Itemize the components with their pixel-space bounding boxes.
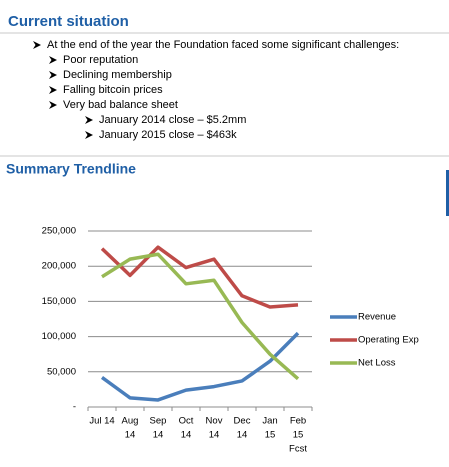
legend-label: Revenue: [358, 312, 396, 323]
bullet-text: At the end of the year the Foundation fa…: [47, 39, 399, 51]
x-tick-label: 14: [181, 430, 192, 441]
x-tick-label: 15: [265, 430, 276, 441]
bullet-text: January 2014 close – $5.2mm: [99, 114, 246, 126]
x-tick-label: 14: [153, 430, 164, 441]
x-tick-label: Jan: [262, 416, 277, 427]
series-line: [100, 245, 299, 309]
bullet-arrow: [85, 131, 93, 139]
x-tick-label: Nov: [206, 416, 223, 427]
bullet-arrow: [33, 41, 41, 49]
x-tick-label: 15: [293, 430, 304, 441]
bullet-text: Very bad balance sheet: [63, 99, 178, 111]
bullet-arrow: [49, 71, 57, 79]
bullet-arrow: [49, 56, 57, 64]
section-heading: Summary Trendline: [6, 161, 136, 177]
heading: Current situation: [8, 13, 129, 30]
bullet-arrow: [49, 86, 57, 94]
legend-label: Operating Exp: [358, 335, 419, 346]
bullet-arrow: [49, 101, 57, 109]
y-tick-label: 200,000: [42, 261, 76, 272]
x-tick-label: Aug: [122, 416, 139, 427]
x-tick-label: 14: [237, 430, 248, 441]
x-tick-label: Oct: [179, 416, 194, 427]
x-tick-label: Sep: [150, 416, 167, 427]
bullet-text: January 2015 close – $463k: [99, 129, 237, 141]
x-tick-label: 14: [209, 430, 220, 441]
x-tick-label: 14: [125, 430, 136, 441]
legend-label: Net Loss: [358, 358, 396, 369]
bullet-text: Falling bitcoin prices: [63, 84, 163, 96]
x-tick-label: Dec: [234, 416, 251, 427]
edge-bar: [446, 170, 449, 216]
x-tick-label: Fcst: [289, 444, 307, 455]
y-tick-label: 100,000: [42, 331, 76, 342]
series-line: [101, 252, 300, 381]
bullet-arrow: [85, 116, 93, 124]
series-line: [100, 331, 300, 402]
x-tick-label: Jul 14: [89, 416, 114, 427]
y-tick-label: -: [73, 402, 76, 413]
y-tick-label: 250,000: [42, 226, 76, 237]
x-tick-label: Feb: [290, 416, 306, 427]
y-tick-label: 50,000: [47, 366, 76, 377]
y-tick-label: 150,000: [42, 296, 76, 307]
bullet-text: Declining membership: [63, 69, 172, 81]
bullet-text: Poor reputation: [63, 54, 138, 66]
